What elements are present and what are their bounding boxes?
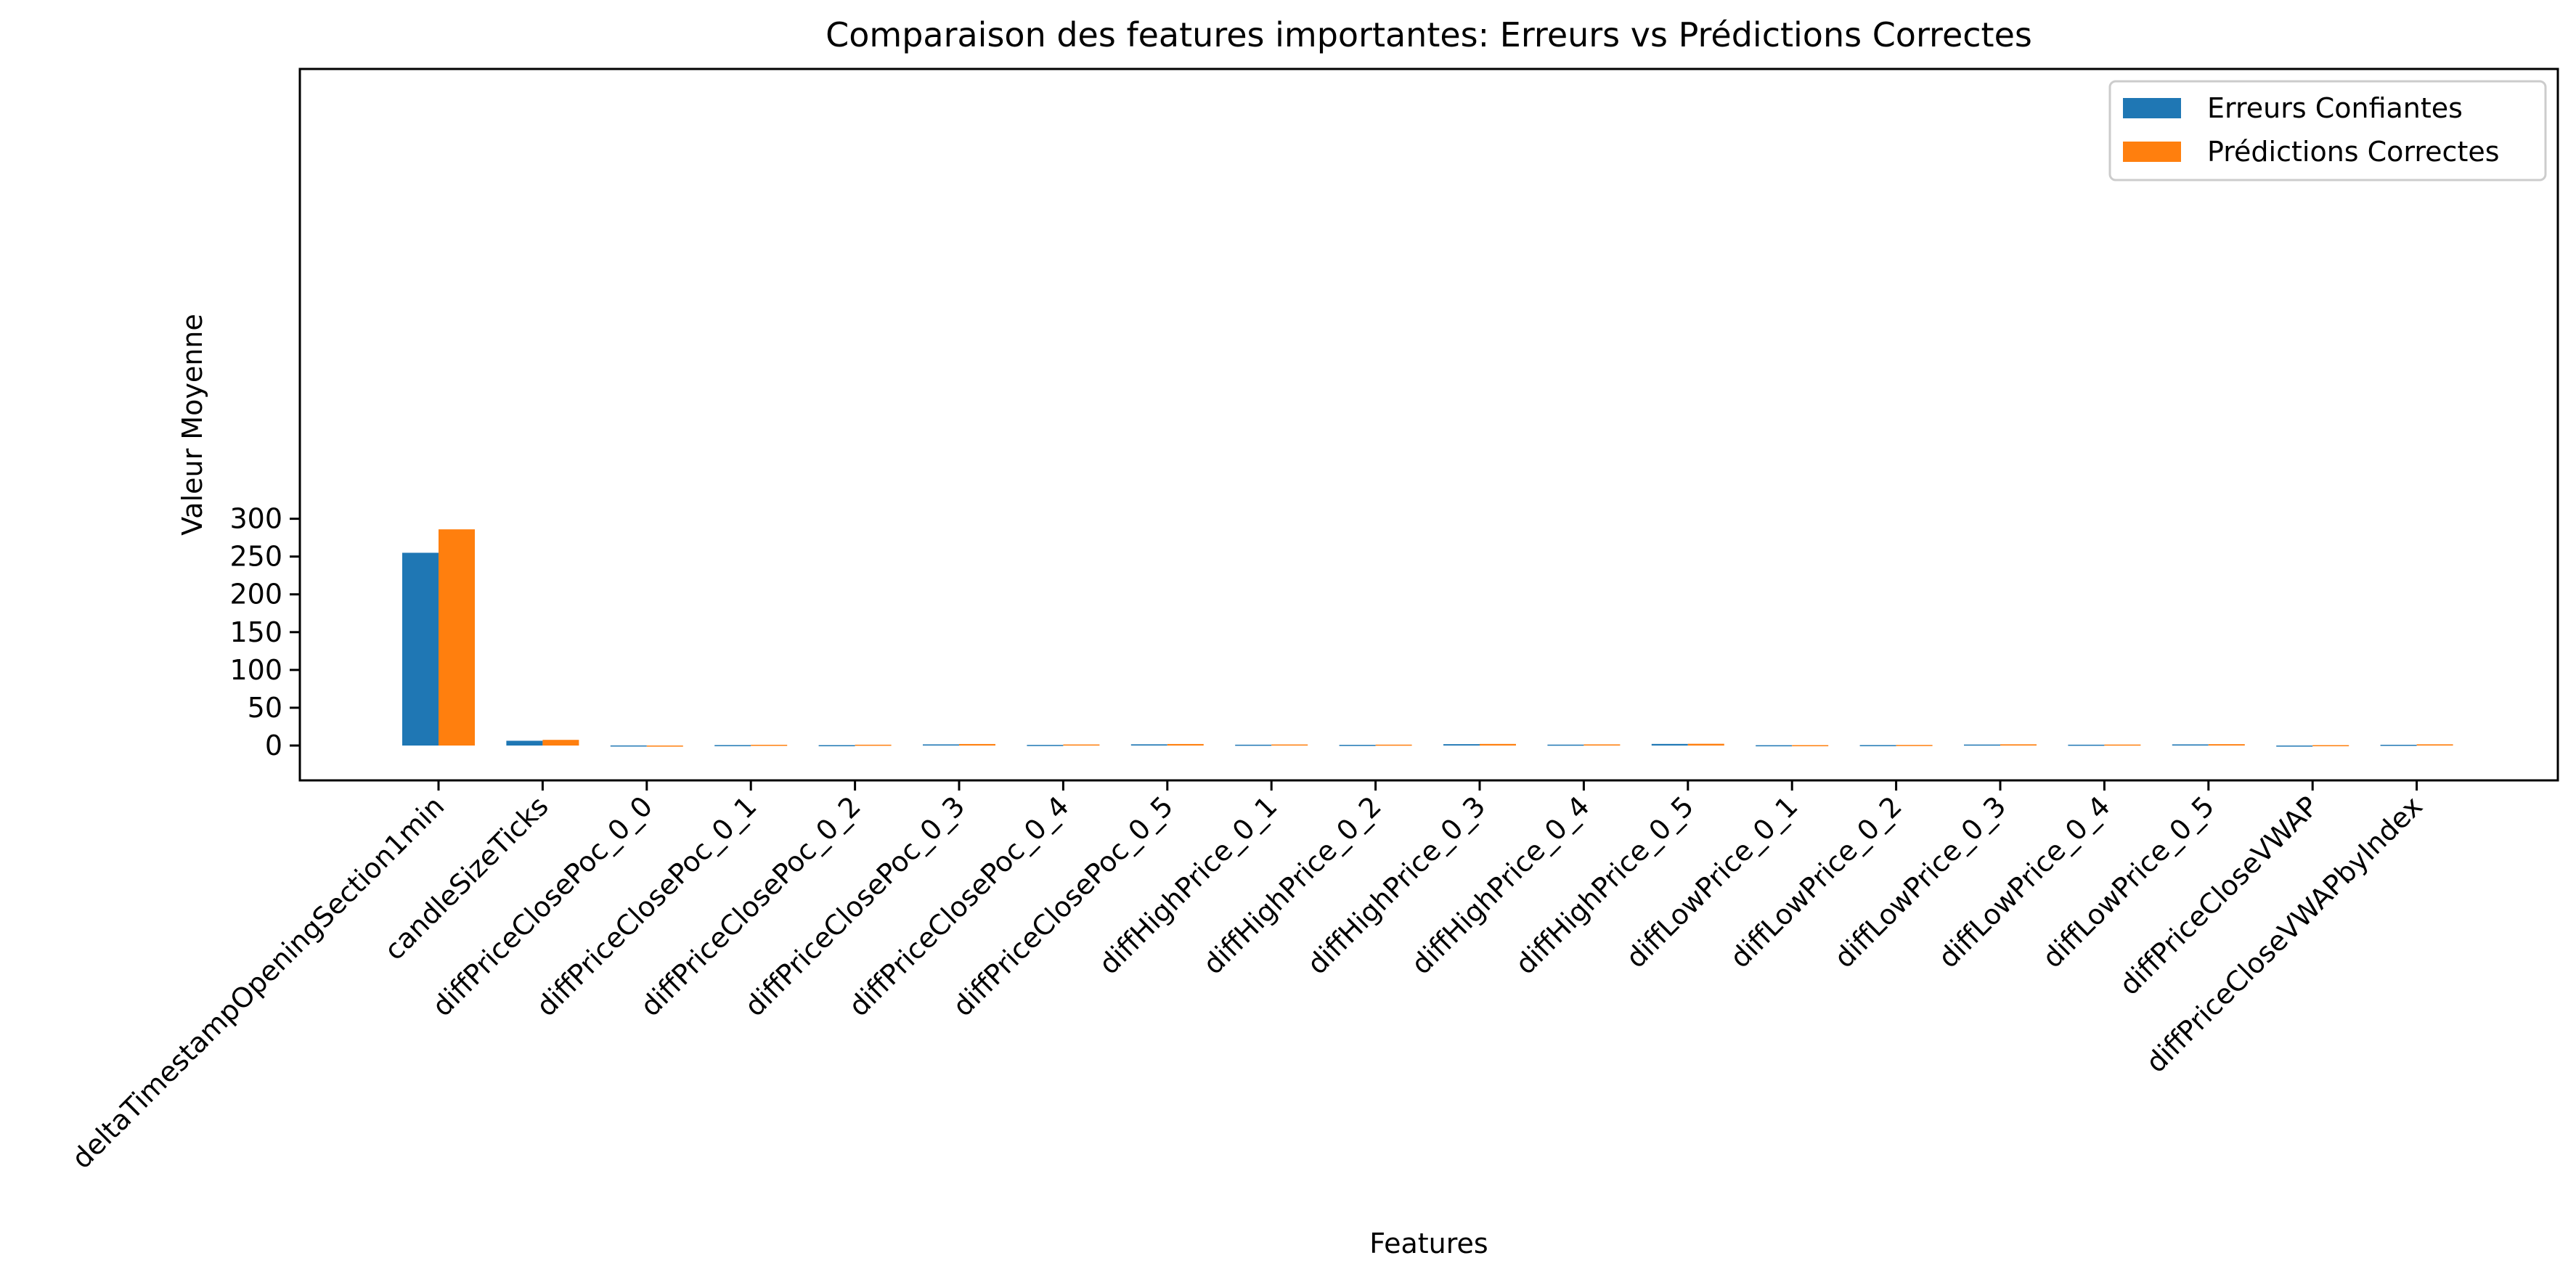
bar-erreurs-deltaTimestampOpeningSection1min [402, 552, 439, 746]
bar-predictions-diffLowPrice_0_5 [2208, 744, 2245, 746]
bar-predictions-deltaTimestampOpeningSection1min [439, 529, 475, 746]
legend-label-predictions-correctes: Prédictions Correctes [2207, 136, 2500, 168]
bar-predictions-diffHighPrice_0_5 [1687, 743, 1724, 746]
x-axis-label: Features [1369, 1228, 1488, 1259]
bar-erreurs-diffLowPrice_0_3 [1964, 744, 2000, 746]
y-tick-label: 100 [229, 654, 282, 686]
legend-box [2108, 80, 2547, 181]
bar-predictions-diffHighPrice_0_4 [1583, 744, 1621, 746]
bar-predictions-diffLowPrice_0_4 [2104, 744, 2141, 746]
y-tick-label: 150 [229, 616, 282, 648]
bar-erreurs-diffHighPrice_0_3 [1443, 744, 1480, 746]
bar-erreurs-diffHighPrice_0_4 [1547, 744, 1584, 746]
bar-predictions-diffPriceClosePoc_0_2 [855, 744, 892, 746]
y-axis-label: Valeur Moyenne [176, 314, 208, 536]
bar-erreurs-diffPriceClosePoc_0_0 [610, 745, 647, 747]
bar-erreurs-diffPriceClosePoc_0_1 [714, 745, 751, 746]
y-tick-label: 200 [229, 579, 282, 611]
bar-predictions-diffLowPrice_0_1 [1792, 745, 1829, 746]
bar-erreurs-diffLowPrice_0_5 [2172, 744, 2209, 746]
bar-erreurs-diffPriceClosePoc_0_3 [923, 744, 959, 746]
bar-predictions-diffLowPrice_0_2 [1896, 745, 1933, 746]
bar-predictions-diffHighPrice_0_3 [1480, 743, 1516, 746]
bar-erreurs-diffPriceClosePoc_0_2 [818, 745, 855, 746]
y-tick-label: 300 [229, 503, 282, 535]
bar-predictions-diffPriceClosePoc_0_3 [959, 743, 995, 746]
bar-predictions-diffPriceCloseVWAP [2312, 745, 2349, 746]
bar-predictions-diffHighPrice_0_1 [1271, 744, 1308, 746]
bar-predictions-diffPriceClosePoc_0_5 [1167, 743, 1204, 746]
bar-erreurs-candleSizeTicks [506, 740, 543, 746]
legend-swatch-predictions-correctes [2123, 142, 2181, 162]
y-tick-label: 50 [248, 692, 282, 724]
bar-erreurs-diffPriceCloseVWAPbyIndex [2380, 744, 2417, 746]
legend-label-erreurs-confiantes: Erreurs Confiantes [2207, 92, 2463, 124]
bar-erreurs-diffLowPrice_0_4 [2068, 744, 2105, 746]
legend: Erreurs Confiantes Prédictions Correctes [2108, 80, 2547, 181]
bar-erreurs-diffLowPrice_0_2 [1859, 745, 1896, 746]
bar-predictions-diffHighPrice_0_2 [1375, 744, 1412, 746]
bar-erreurs-diffPriceClosePoc_0_5 [1130, 744, 1167, 746]
y-tick-label: 250 [229, 541, 282, 573]
bar-erreurs-diffHighPrice_0_5 [1651, 743, 1688, 746]
bar-erreurs-diffPriceCloseVWAP [2276, 746, 2313, 747]
bar-erreurs-diffHighPrice_0_1 [1235, 744, 1272, 746]
bar-erreurs-diffPriceClosePoc_0_4 [1027, 745, 1064, 746]
legend-swatch-erreurs-confiantes [2123, 98, 2181, 118]
y-tick-label: 0 [265, 730, 282, 762]
bar-predictions-diffPriceClosePoc_0_0 [646, 746, 683, 747]
bar-predictions-diffLowPrice_0_3 [2000, 744, 2037, 746]
bar-erreurs-diffHighPrice_0_2 [1339, 745, 1376, 746]
bar-predictions-candleSizeTicks [542, 740, 579, 746]
bar-predictions-diffPriceClosePoc_0_4 [1063, 744, 1100, 746]
bar-erreurs-diffLowPrice_0_1 [1756, 745, 1793, 747]
bar-predictions-diffPriceCloseVWAPbyIndex [2416, 744, 2453, 746]
chart-title: Comparaison des features importantes: Er… [826, 15, 2032, 54]
bar-predictions-diffPriceClosePoc_0_1 [751, 744, 788, 746]
plot-frame [298, 68, 2559, 782]
